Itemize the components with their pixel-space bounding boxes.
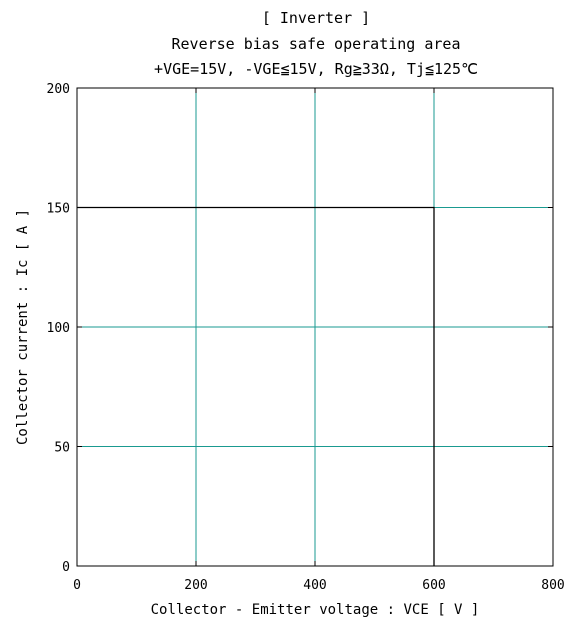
series-layer [77, 206, 435, 566]
y-tick-label-200: 200 [47, 82, 70, 97]
y-tick-label-100: 100 [47, 321, 70, 336]
x-tick-label-800: 800 [541, 578, 564, 593]
x-tick-label-600: 600 [422, 578, 445, 593]
y-tick-label-0: 0 [62, 560, 70, 575]
chart-title: [ Inverter ] [262, 9, 370, 27]
x-axis-label: Collector - Emitter voltage : VCE [ V ] [151, 602, 480, 618]
soa-boundary-line [77, 206, 435, 566]
y-tick-label-150: 150 [47, 202, 70, 217]
chart-conditions: +VGE=15V, -VGE≦15V, Rg≧33Ω, Tj≦125℃ [154, 60, 478, 78]
x-tick-label-0: 0 [73, 578, 81, 593]
x-tick-label-200: 200 [184, 578, 207, 593]
y-axis-label: Collector current : Ic [ A ] [15, 209, 31, 445]
y-tick-label-50: 50 [54, 441, 70, 456]
chart-subtitle: Reverse bias safe operating area [172, 35, 461, 53]
y-tick-labels: 0 50 100 150 200 [47, 82, 70, 575]
x-tick-labels: 0 200 400 600 800 [73, 578, 565, 593]
x-tick-label-400: 400 [303, 578, 326, 593]
grid-lines [77, 88, 553, 566]
tick-marks [76, 87, 554, 567]
